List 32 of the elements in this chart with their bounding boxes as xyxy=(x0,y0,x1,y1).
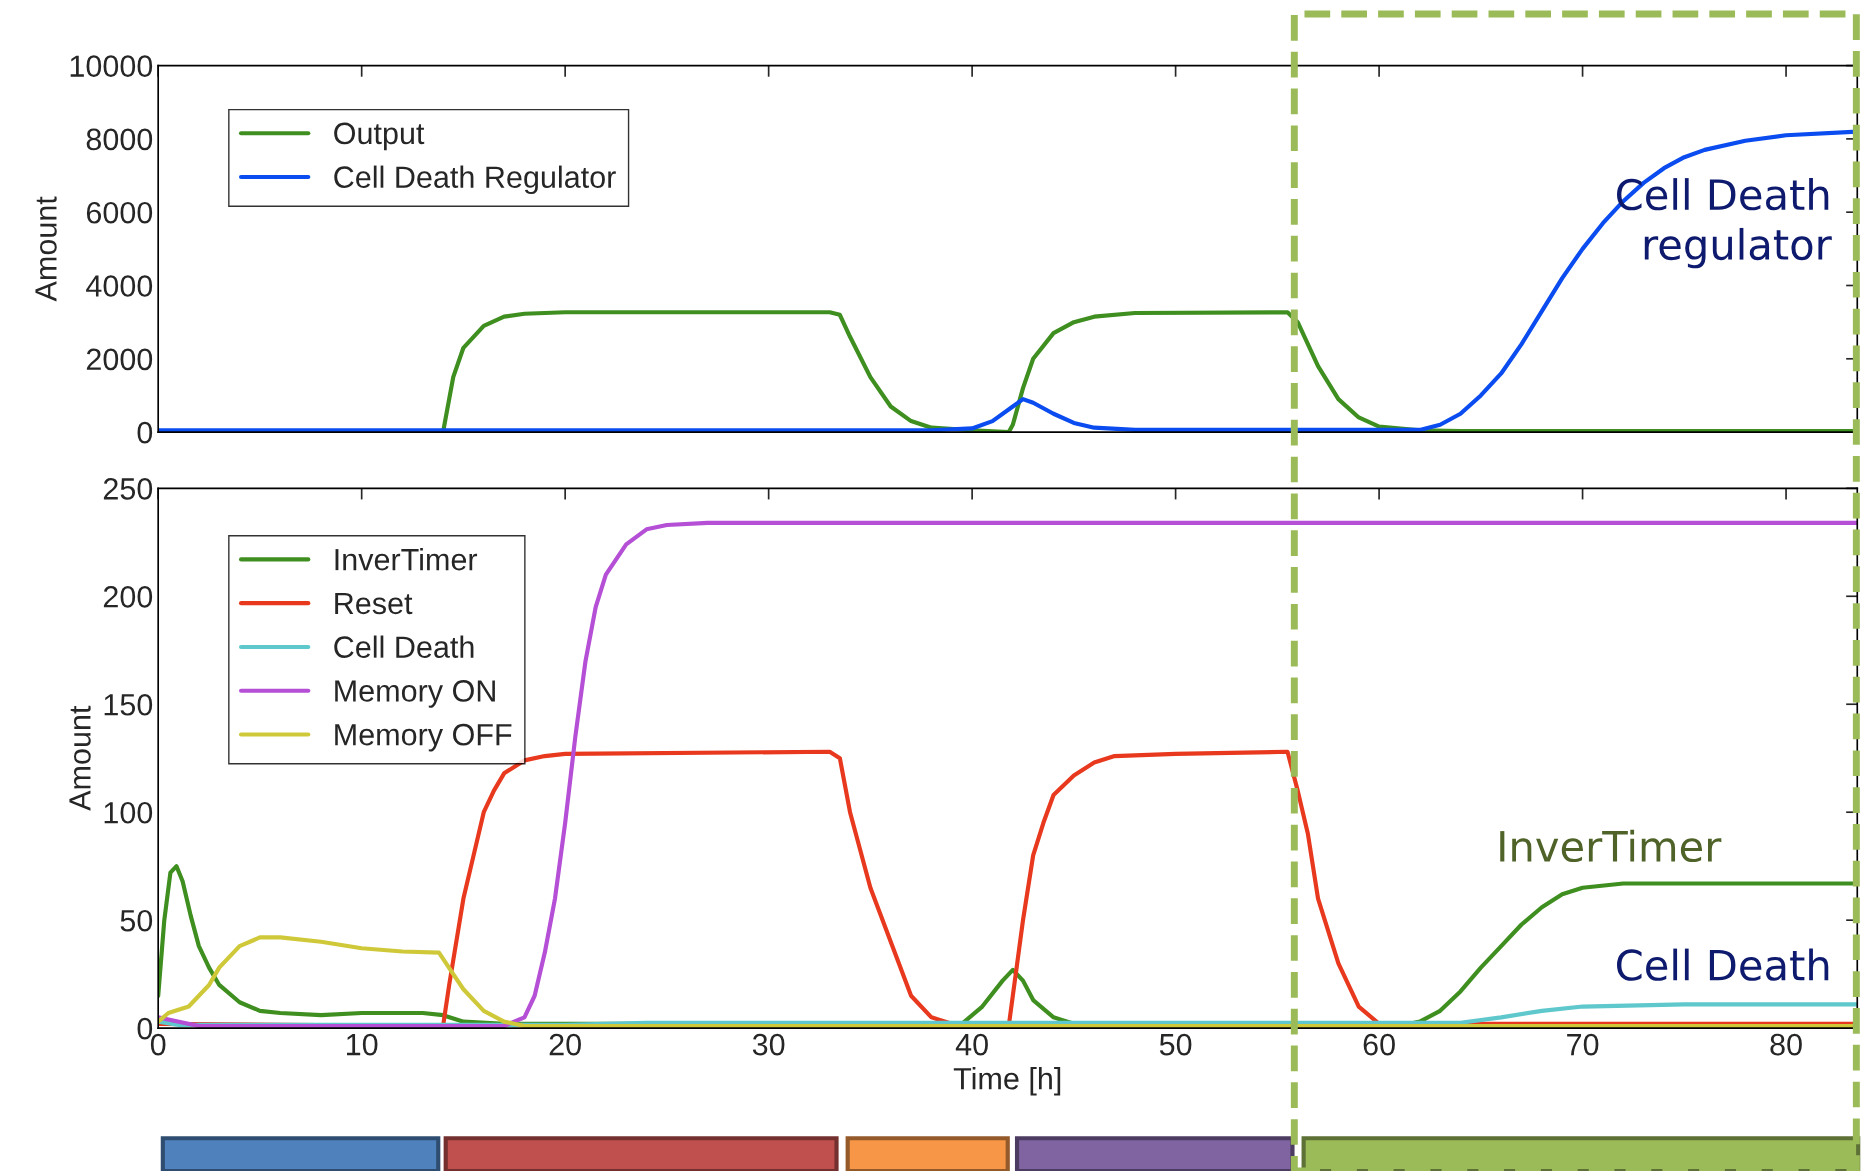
x-tick-label: 50 xyxy=(1159,1033,1192,1056)
x-tick-label: 60 xyxy=(1363,1033,1395,1056)
y-tick-label: 200 xyxy=(103,586,153,608)
y-tick-label: 4000 xyxy=(86,275,153,297)
y-tick-label: 100 xyxy=(104,801,153,824)
annotation: Cell Death xyxy=(1617,948,1829,981)
y-tick-label: 0 xyxy=(137,1017,153,1040)
legend-label: Memory OFF xyxy=(335,723,512,752)
y-tick-label: 8000 xyxy=(86,128,153,151)
y-tick-label: 150 xyxy=(104,693,153,716)
y-tick-label: 10000 xyxy=(70,55,153,77)
x-tick-label: 30 xyxy=(752,1033,785,1056)
x-tick-label: 80 xyxy=(1770,1033,1802,1056)
legend-label: Output xyxy=(334,122,425,151)
y-tick-label: 2000 xyxy=(86,348,153,371)
x-tick-label: 40 xyxy=(955,1033,988,1056)
x-tick-label: 10 xyxy=(347,1033,378,1056)
y-tick-label: 250 xyxy=(103,478,153,500)
y-tick-label: 50 xyxy=(120,909,153,932)
x-tick-label: 20 xyxy=(549,1033,581,1056)
y-axis-title: Amount xyxy=(69,705,91,811)
y-tick-label: 6000 xyxy=(86,201,153,224)
legend-label: Memory ON xyxy=(335,680,495,708)
x-tick-label: 70 xyxy=(1567,1033,1599,1056)
legend-label: Cell Death Regulator xyxy=(334,165,616,195)
legend-label: Reset xyxy=(335,592,413,615)
legend-label: InverTimer xyxy=(335,547,478,571)
y-axis-title: Amount xyxy=(35,196,57,302)
annotation: InverTimer xyxy=(1500,829,1722,863)
legend-label: Cell Death xyxy=(334,635,474,658)
x-axis-title: Time [h] xyxy=(953,1067,1061,1096)
y-tick-label: 0 xyxy=(137,421,153,444)
